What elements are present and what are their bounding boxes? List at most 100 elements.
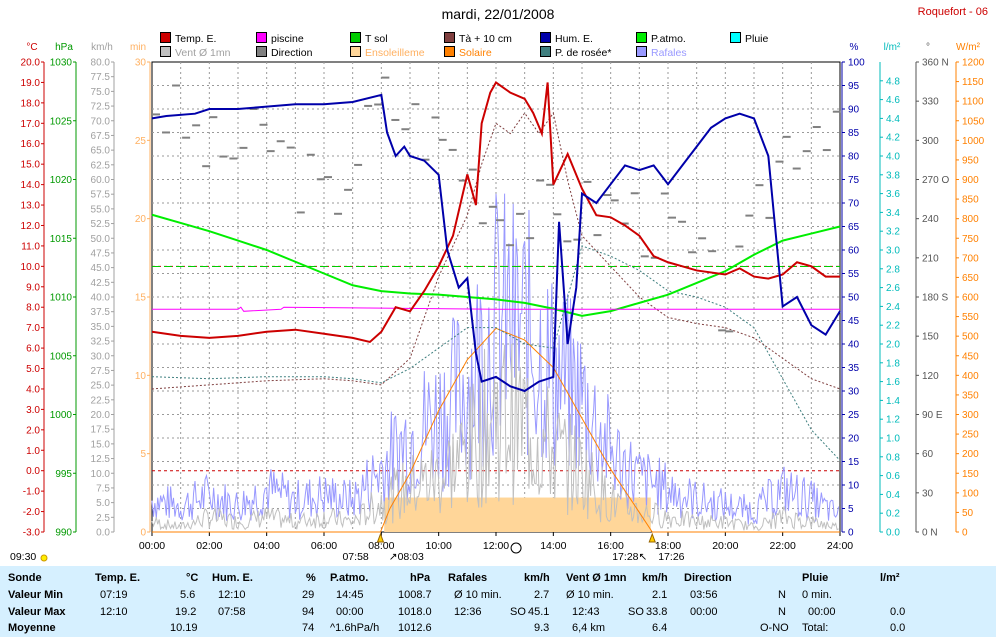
axis-label-kmh: 42.5	[91, 278, 111, 289]
axis-label-hum: 20	[848, 434, 860, 445]
axis-label-rain: 2.8	[886, 264, 900, 275]
axis-label-hum: 15	[848, 457, 860, 468]
axis-label-kmh: 77.5	[91, 72, 111, 83]
axis-label-kmh: 72.5	[91, 102, 111, 113]
axis-label-hum: 45	[848, 316, 860, 327]
axis-label-rain: 4.8	[886, 76, 900, 87]
axis-label-temp: 11.0	[21, 241, 40, 252]
stat-unit: hPa	[410, 572, 431, 584]
legend-rafales: Rafales	[636, 46, 687, 59]
legend-label: piscine	[271, 33, 304, 45]
axis-label-kmh: 45.0	[91, 263, 111, 274]
x-tick-label: 08:00	[368, 540, 394, 552]
series-hum	[151, 93, 841, 393]
axis-label-temp: 2.0	[26, 425, 40, 436]
stat-value: 1008.7	[398, 589, 432, 601]
axis-label-kmh: 55.0	[91, 204, 111, 215]
stat-value: 9.3	[534, 622, 550, 634]
station-name: Roquefort - 06	[917, 6, 988, 18]
axis-unit-temp: °C	[26, 42, 37, 53]
legend-ensoleillement: Ensoleilleme	[350, 46, 425, 59]
axis-label-dir: 60	[922, 449, 934, 460]
axis-label-dir: 270 O	[922, 175, 949, 186]
stat-value: 94	[302, 606, 315, 618]
axis-label-kmh: 35.0	[91, 322, 111, 333]
sunset-start-time: 17:28↖	[612, 551, 647, 563]
x-tick-label: 04:00	[254, 540, 280, 552]
axis-label-rain: 0.6	[886, 471, 900, 482]
axis-label-hpa: 1010	[50, 293, 73, 304]
axis-label-rain: 4.0	[886, 152, 900, 163]
axis-label-hpa: 1030	[50, 58, 73, 69]
axis-label-hum: 65	[848, 222, 860, 233]
axis-label-hum: 35	[848, 363, 860, 374]
axis-label-rain: 1.6	[886, 377, 900, 388]
legend-pluie: Pluie	[730, 32, 768, 45]
axis-label-kmh: 25.0	[91, 381, 111, 392]
axis-label-kmh: 27.5	[91, 366, 111, 377]
legend-label: Solaire	[459, 47, 492, 59]
row-label: Valeur Max	[8, 606, 66, 618]
sunset-time: 17:26	[658, 551, 684, 563]
stat-header: Rafales	[448, 572, 488, 584]
axis-label-temp: 12.0	[21, 221, 41, 232]
moon-rise-time: 09:30	[10, 551, 36, 563]
stat-header: Pluie	[802, 572, 829, 584]
legend-temp: Temp. E.	[160, 32, 216, 45]
axis-label-temp: 5.0	[26, 364, 40, 375]
stat-time: 12:36	[454, 606, 482, 618]
stat-unit: l/m²	[880, 572, 900, 584]
legend-swatch	[256, 46, 267, 57]
axis-label-hum: 80	[848, 152, 860, 163]
axis-label-hum: 70	[848, 199, 860, 210]
x-tick-label: 14:00	[540, 540, 566, 552]
legend-swatch	[636, 32, 647, 43]
stat-dist: 6,4 km	[572, 622, 606, 634]
axis-label-min: 15	[135, 293, 147, 304]
legend-swatch	[160, 32, 171, 43]
axis-label-min: 25	[135, 136, 147, 147]
stat-time: 07:58	[218, 606, 246, 618]
axis-label-kmh: 60.0	[91, 175, 111, 186]
axis-label-wm2: 500	[962, 332, 979, 343]
axis-label-hum: 40	[848, 340, 860, 351]
sunrise-time: 07:58	[342, 551, 368, 563]
x-tick-label: 06:00	[311, 540, 337, 552]
stat-header: Vent Ø 1mn	[566, 572, 627, 584]
axis-label-min: 30	[135, 58, 147, 69]
axis-label-hum: 25	[848, 410, 860, 421]
axis-label-kmh: 0.0	[96, 528, 110, 539]
legend-label: Hum. E.	[555, 33, 593, 45]
axis-label-kmh: 37.5	[91, 307, 111, 318]
axis-label-temp: -1.0	[23, 487, 41, 498]
axis-label-kmh: 70.0	[91, 116, 111, 127]
axis-label-hum: 55	[848, 269, 860, 280]
x-tick-label: 24:00	[827, 540, 853, 552]
axis-label-kmh: 75.0	[91, 87, 111, 98]
axis-label-rain: 2.6	[886, 283, 900, 294]
stat-time: 00:00	[336, 606, 364, 618]
axis-label-wm2: 1150	[962, 77, 984, 88]
axis-label-wm2: 600	[962, 293, 979, 304]
axis-label-kmh: 57.5	[91, 190, 111, 201]
axis-label-kmh: 52.5	[91, 219, 111, 230]
axis-label-kmh: 80.0	[91, 58, 111, 69]
legend-swatch	[540, 46, 551, 57]
axis-label-kmh: 47.5	[91, 248, 111, 259]
legend-swatch	[256, 32, 267, 43]
axis-label-min: 0	[140, 528, 146, 539]
axis-label-temp: 3.0	[26, 405, 40, 416]
series-vent	[151, 335, 839, 531]
axis-label-wm2: 1050	[962, 116, 985, 127]
stat-header: Hum. E.	[212, 572, 253, 584]
series-tsol	[151, 213, 841, 317]
axis-label-rain: 0.0	[886, 528, 900, 539]
stat-value: 6.4	[652, 622, 668, 634]
x-tick-label: 02:00	[196, 540, 222, 552]
axis-label-temp: -2.0	[23, 507, 41, 518]
axis-label-temp: 0.0	[26, 466, 40, 477]
legend-swatch	[160, 46, 171, 57]
axis-label-rain: 1.2	[886, 415, 900, 426]
series-rafales	[151, 193, 840, 525]
axis-label-temp: 10.0	[21, 262, 41, 273]
